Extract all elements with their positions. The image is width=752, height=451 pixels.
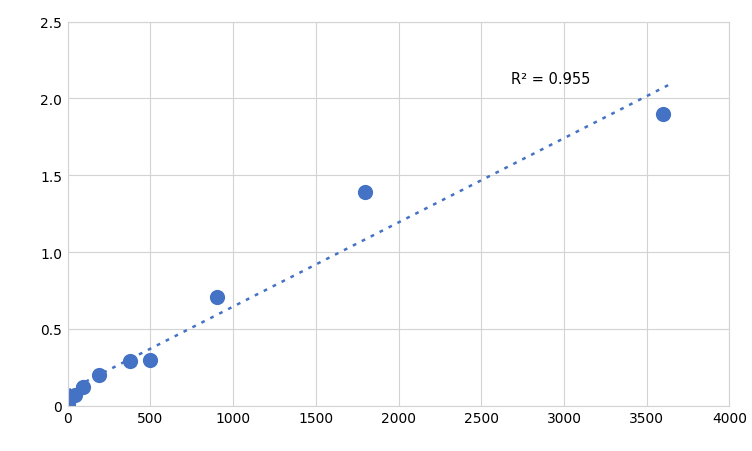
- Point: [62, 401, 74, 408]
- Point: [144, 356, 156, 364]
- Point: [69, 391, 81, 399]
- Point: [211, 294, 223, 301]
- Point: [77, 384, 89, 391]
- Point: [657, 111, 669, 118]
- Point: [359, 189, 371, 196]
- Point: [92, 372, 105, 379]
- Text: R² = 0.955: R² = 0.955: [511, 72, 590, 87]
- Point: [123, 358, 135, 365]
